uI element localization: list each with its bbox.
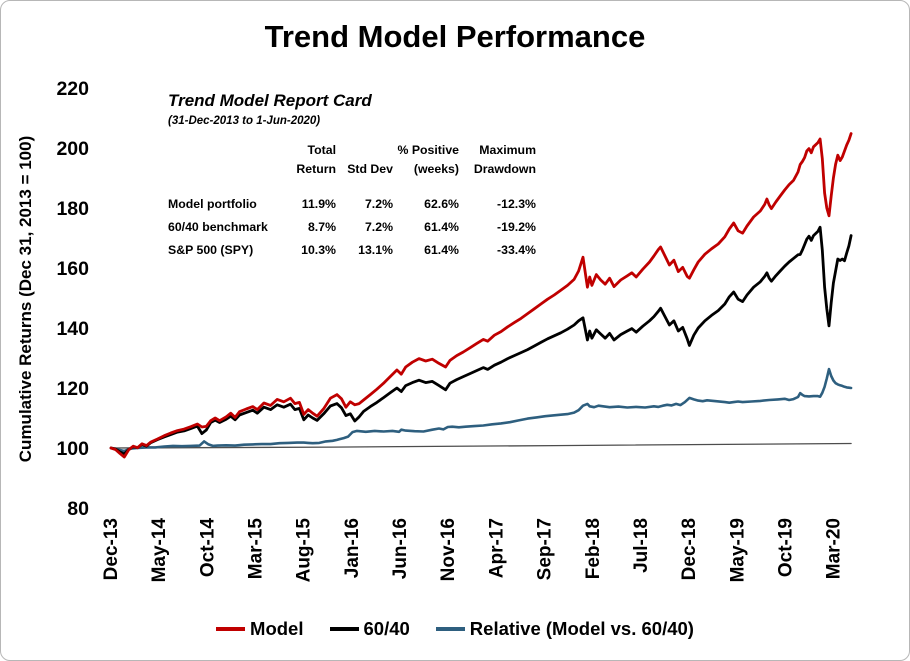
series-line-model <box>109 132 853 459</box>
y-tick-label-120: 120 <box>56 378 89 400</box>
x-tick-label-may-19: May-19 <box>727 518 748 582</box>
x-tick-label-dec-13: Dec-13 <box>101 518 122 580</box>
x-tick-label-aug-15: Aug-15 <box>294 518 315 583</box>
y-tick-label-180: 180 <box>56 198 89 220</box>
series-line-baseline-100 <box>110 442 852 449</box>
x-tick-label-feb-18: Feb-18 <box>583 518 604 579</box>
cell-total-return: 11.9% <box>301 197 336 211</box>
x-tick-label-jul-18: Jul-18 <box>631 518 652 573</box>
report-card-subtitle: (31-Dec-2013 to 1-Jun-2020) <box>168 115 321 127</box>
report-card: Trend Model Report Card (31-Dec-2013 to … <box>168 91 548 262</box>
series-line-relative-model-vs-60-40 <box>109 367 853 453</box>
legend-item-60-40: 60/40 <box>329 618 410 640</box>
cell-max-drawdown: -12.3% <box>497 197 536 211</box>
y-tick-label-220: 220 <box>56 78 89 100</box>
x-tick-label-nov-16: Nov-16 <box>438 518 459 581</box>
report-card-table: Total % Positive Maximum Return Std Dev … <box>168 141 548 262</box>
chart-legend: Model 60/40 Relative (Model vs. 60/40) <box>1 618 909 640</box>
col-header-drawdown: Drawdown <box>473 162 536 176</box>
cell-std-dev: 7.2% <box>364 197 393 211</box>
report-card-title: Trend Model Report Card <box>168 91 372 110</box>
y-tick-label-160: 160 <box>56 258 89 280</box>
col-header-weeks: (weeks) <box>413 162 459 176</box>
cell-std-dev: 13.1% <box>358 243 393 257</box>
y-axis-title: Cumulative Returns (Dec 31, 2013 = 100) <box>16 136 35 462</box>
row-label: S&P 500 (SPY) <box>168 243 254 257</box>
row-label: Model portfolio <box>168 197 257 211</box>
legend-item-model: Model <box>216 618 304 640</box>
x-tick-label-may-14: May-14 <box>149 518 170 583</box>
y-tick-label-140: 140 <box>56 318 89 340</box>
legend-item-relative-model-vs-60-40: Relative (Model vs. 60/40) <box>435 618 694 640</box>
legend-label: 60/40 <box>363 618 410 639</box>
col-header-maximum: Maximum <box>479 143 536 157</box>
row-label: 60/40 benchmark <box>168 220 268 234</box>
cell-pct-positive: 61.4% <box>424 243 459 257</box>
chart-title: Trend Model Performance <box>264 19 646 54</box>
cell-std-dev: 7.2% <box>364 220 393 234</box>
cell-pct-positive: 62.6% <box>424 197 459 211</box>
series-line-60-40 <box>109 225 853 456</box>
x-tick-label-apr-17: Apr-17 <box>486 518 507 578</box>
x-tick-label-jun-16: Jun-16 <box>390 518 411 579</box>
cell-max-drawdown: -33.4% <box>497 243 536 257</box>
cell-pct-positive: 61.4% <box>424 220 459 234</box>
legend-label: Relative (Model vs. 60/40) <box>469 618 694 639</box>
cell-total-return: 10.3% <box>301 243 336 257</box>
legend-swatch <box>329 627 359 631</box>
cell-total-return: 8.7% <box>307 220 336 234</box>
x-tick-label-mar-15: Mar-15 <box>246 518 267 580</box>
x-tick-label-sep-17: Sep-17 <box>535 518 556 580</box>
y-tick-label-100: 100 <box>56 438 89 460</box>
cell-max-drawdown: -19.2% <box>497 220 536 234</box>
legend-label: Model <box>250 618 304 639</box>
x-tick-label-jan-16: Jan-16 <box>342 518 363 578</box>
col-header-std-dev: Std Dev <box>347 162 393 176</box>
legend-swatch <box>435 627 465 631</box>
x-tick-label-oct-19: Oct-19 <box>775 518 796 577</box>
x-tick-label-oct-14: Oct-14 <box>197 518 218 578</box>
col-header-pct-positive: % Positive <box>397 143 459 157</box>
table-spacer <box>168 179 536 193</box>
x-tick-label-mar-20: Mar-20 <box>824 518 845 579</box>
legend-swatch <box>216 627 246 631</box>
y-tick-label-80: 80 <box>67 498 89 520</box>
x-tick-label-dec-18: Dec-18 <box>679 518 700 580</box>
col-header-return: Return <box>296 162 336 176</box>
y-tick-label-200: 200 <box>56 138 89 160</box>
col-header-total: Total <box>307 143 336 157</box>
